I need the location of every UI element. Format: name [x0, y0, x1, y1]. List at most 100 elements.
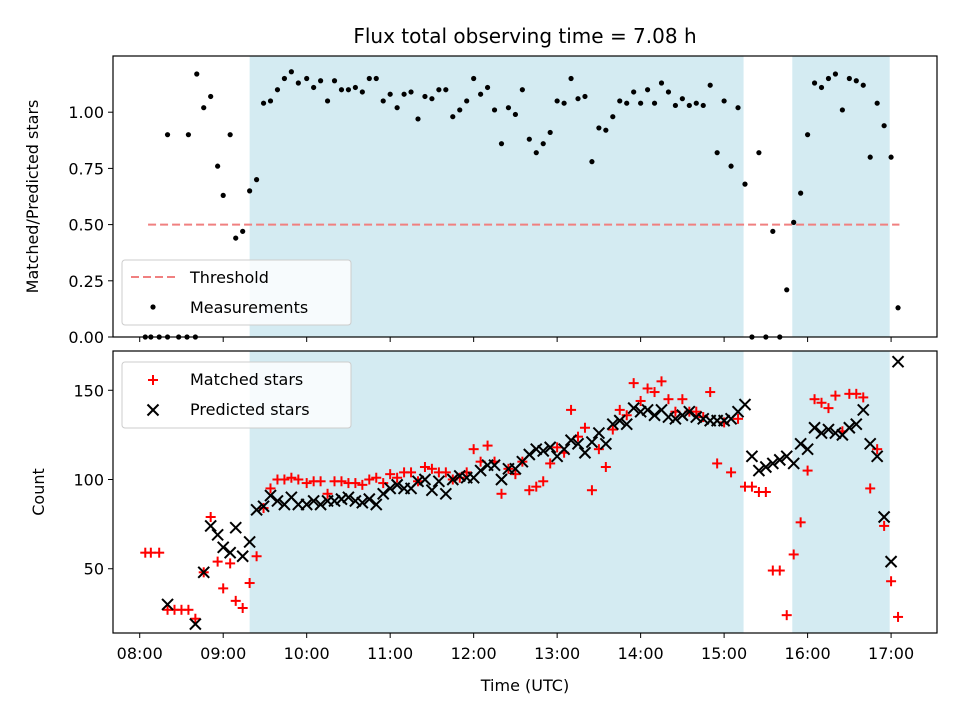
- matched-star-point: [649, 387, 660, 398]
- measurement-point: [784, 287, 790, 293]
- measurement-points: [142, 69, 901, 340]
- predicted-star-point: [808, 421, 821, 434]
- matched-star-point: [524, 485, 535, 496]
- predicted-star-point: [683, 405, 696, 418]
- measurement-point: [436, 87, 442, 93]
- matched-star-point: [205, 511, 216, 522]
- matched-star-point: [545, 458, 556, 469]
- measurement-point: [825, 75, 832, 82]
- measurement-point: [832, 71, 839, 77]
- matched-star-point: [795, 517, 806, 528]
- x-axis-label: Time (UTC): [480, 676, 569, 695]
- matched-star-point: [496, 488, 507, 499]
- matched-star-point: [392, 472, 403, 483]
- matched-star-point: [364, 474, 375, 485]
- legend-x-marker: [146, 403, 160, 417]
- matched-star-point: [607, 424, 618, 435]
- y-tick-label: 0.00: [68, 328, 104, 347]
- x-tick-label: 12:00: [451, 644, 497, 663]
- y-tick-label: 0.75: [68, 159, 104, 178]
- measurement-point: [791, 219, 797, 225]
- measurement-point: [665, 89, 672, 95]
- y-tick-label: 0.50: [68, 216, 104, 235]
- measurement-point: [267, 98, 274, 104]
- predicted-star-point: [229, 521, 242, 534]
- measurement-point: [478, 91, 484, 97]
- x-tick-label: 09:00: [200, 644, 246, 663]
- measurement-point: [352, 84, 358, 91]
- predicted-star-point: [613, 414, 626, 427]
- predicted-star-point: [204, 519, 217, 533]
- matched-star-point: [378, 478, 389, 489]
- measurement-point: [638, 100, 644, 106]
- predicted-star-point: [592, 426, 606, 440]
- matched-star-point: [419, 462, 430, 473]
- measurement-point: [818, 84, 825, 91]
- predicted-star-point: [523, 448, 536, 461]
- measurement-point: [274, 87, 281, 93]
- y-tick-label: 50: [84, 560, 104, 579]
- measurement-point: [700, 102, 706, 109]
- predicted-star-point: [606, 417, 620, 431]
- matched-star-point: [872, 444, 883, 455]
- measurement-point: [408, 89, 414, 95]
- matched-star-point: [385, 469, 396, 480]
- measurement-point: [610, 114, 616, 120]
- matched-star-point: [746, 481, 757, 492]
- measurement-point: [215, 163, 221, 169]
- predicted-star-point: [390, 478, 404, 492]
- measurement-point: [533, 150, 539, 156]
- predicted-star-point: [383, 482, 397, 495]
- predicted-star-point: [571, 437, 585, 451]
- measurement-point: [693, 100, 699, 106]
- measurement-point: [450, 114, 456, 120]
- predicted-star-point: [564, 434, 578, 447]
- measurement-point: [540, 141, 546, 147]
- measurement-point: [366, 75, 372, 82]
- matched-star-point: [774, 565, 785, 576]
- matched-star-point: [586, 485, 597, 496]
- matched-star-point: [593, 444, 604, 455]
- measurement-point: [867, 154, 873, 160]
- top-y-ticks: 0.00 0.25 0.50 0.75 1.00: [68, 103, 113, 347]
- measurement-point: [568, 75, 574, 82]
- measurement-point: [281, 75, 288, 82]
- matched-star-point: [816, 397, 827, 408]
- top-legend-box: [121, 259, 352, 326]
- predicted-star-point: [264, 489, 277, 502]
- legend-predicted-label: Predicted stars: [190, 400, 310, 419]
- measurement-point: [201, 105, 207, 111]
- bottom-legend-box: [121, 361, 352, 429]
- predicted-star-point: [794, 437, 807, 451]
- matched-star-point: [145, 547, 156, 558]
- matched-star-point: [886, 576, 897, 587]
- measurement-point: [457, 107, 463, 113]
- matched-star-point: [865, 483, 876, 494]
- x-tick-label: 15:00: [701, 644, 747, 663]
- measurement-point: [422, 93, 428, 100]
- matched-star-point: [893, 611, 904, 622]
- bottom-y-axis-label: Count: [29, 468, 48, 516]
- measurement-point: [721, 98, 727, 104]
- measurement-point: [247, 188, 253, 194]
- predicted-star-point: [446, 473, 459, 486]
- measurement-point: [311, 84, 317, 91]
- measurement-point: [554, 98, 560, 104]
- measurement-point: [888, 154, 894, 160]
- predicted-star-point: [870, 450, 884, 463]
- matched-star-point: [251, 551, 262, 562]
- predicted-star-point: [356, 496, 369, 509]
- matched-star-point: [350, 478, 361, 489]
- matched-star-point: [538, 476, 549, 487]
- measurement-point: [644, 87, 651, 93]
- measurement-point: [380, 98, 386, 104]
- predicted-star-point: [314, 498, 327, 511]
- predicted-star-point: [439, 487, 453, 500]
- predicted-star-point: [857, 403, 870, 417]
- measurement-point: [304, 75, 310, 82]
- measurement-point: [401, 91, 407, 97]
- matched-star-point: [635, 395, 646, 406]
- predicted-star-point: [418, 473, 432, 486]
- matched-star-point: [566, 404, 577, 415]
- matched-star-point: [510, 469, 521, 480]
